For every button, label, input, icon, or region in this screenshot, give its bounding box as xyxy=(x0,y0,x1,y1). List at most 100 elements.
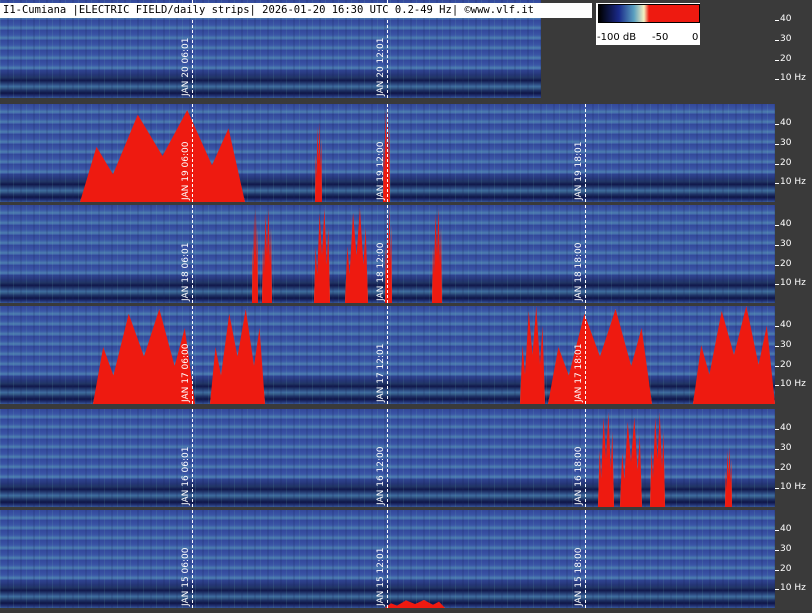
freq-tick-label: 20 xyxy=(780,158,792,168)
tick-mark xyxy=(775,144,779,145)
time-label: JAN 17 18:01 xyxy=(574,343,584,403)
colorbar-label: -50 xyxy=(652,32,669,43)
tick-mark xyxy=(775,164,779,165)
freq-tick-label: 30 xyxy=(780,34,792,44)
time-label: JAN 18 12:00 xyxy=(376,242,386,302)
tick-mark xyxy=(775,60,779,61)
time-marker xyxy=(192,306,193,404)
tick-mark xyxy=(775,326,779,327)
time-marker xyxy=(585,409,586,507)
tick-mark xyxy=(775,589,779,590)
header-title: I1-Cumiana |ELECTRIC FIELD/daily strips|… xyxy=(3,4,535,16)
time-label: JAN 16 06:01 xyxy=(181,446,191,506)
freq-tick-label: 40 xyxy=(780,219,792,229)
burst xyxy=(315,122,322,202)
freq-tick-label: 30 xyxy=(780,443,792,453)
freq-tick-label: 10 Hz xyxy=(780,177,806,187)
burst xyxy=(385,600,445,608)
freq-tick-label: 10 Hz xyxy=(780,278,806,288)
freq-tick-label: 20 xyxy=(780,463,792,473)
freq-tick-label: 30 xyxy=(780,340,792,350)
time-label: JAN 18 06:01 xyxy=(181,242,191,302)
time-marker xyxy=(192,409,193,507)
time-marker xyxy=(387,205,388,303)
tick-mark xyxy=(775,20,779,21)
time-label: JAN 20 12:01 xyxy=(376,37,386,97)
tick-mark xyxy=(775,79,779,80)
tick-mark xyxy=(775,40,779,41)
strip: JAN 17 06:00 JAN 17 12:01 JAN 17 18:01 xyxy=(0,306,775,404)
time-marker xyxy=(192,205,193,303)
freq-axis: 40 30 20 10 Hz xyxy=(775,205,812,303)
burst xyxy=(383,104,390,202)
colorbar-label: 0 xyxy=(692,32,699,43)
freq-axis: 40 30 20 10 Hz xyxy=(775,104,812,202)
tick-mark xyxy=(775,449,779,450)
freq-tick-label: 10 Hz xyxy=(780,379,806,389)
freq-axis: 40 30 20 10 Hz xyxy=(775,510,812,608)
time-label: JAN 19 06:00 xyxy=(181,141,191,201)
freq-tick-label: 10 Hz xyxy=(780,482,806,492)
freq-axis: 40 30 20 10 Hz xyxy=(775,409,812,507)
strip: JAN 16 06:01 JAN 16 12:00 JAN 16 18:00 xyxy=(0,409,775,507)
freq-axis: 40 30 20 10 Hz xyxy=(775,0,812,98)
colorbar-box: -100 dB -50 0 xyxy=(596,3,700,45)
time-label: JAN 17 06:00 xyxy=(181,343,191,403)
tick-mark xyxy=(775,429,779,430)
colorbar-label: -100 dB xyxy=(597,32,637,43)
time-marker xyxy=(387,306,388,404)
time-label: JAN 17 12:01 xyxy=(376,343,386,403)
strip: JAN 19 06:00 JAN 19 12:00 JAN 19 18:01 xyxy=(0,104,775,202)
tick-mark xyxy=(775,284,779,285)
time-label: JAN 15 06:00 xyxy=(181,547,191,607)
tick-mark xyxy=(775,550,779,551)
freq-tick-label: 20 xyxy=(780,54,792,64)
time-label: JAN 19 12:00 xyxy=(376,141,386,201)
burst xyxy=(432,208,442,303)
time-marker xyxy=(192,510,193,608)
freq-tick-label: 30 xyxy=(780,239,792,249)
freq-tick-label: 20 xyxy=(780,259,792,269)
burst xyxy=(725,447,732,507)
freq-tick-label: 10 Hz xyxy=(780,583,806,593)
colorbar xyxy=(598,4,700,23)
time-marker xyxy=(387,104,388,202)
tick-mark xyxy=(775,346,779,347)
freq-tick-label: 10 Hz xyxy=(780,73,806,83)
time-label: JAN 15 12:01 xyxy=(376,547,386,607)
freq-tick-label: 30 xyxy=(780,138,792,148)
burst xyxy=(385,205,392,303)
freq-tick-label: 40 xyxy=(780,524,792,534)
freq-tick-label: 30 xyxy=(780,544,792,554)
time-marker xyxy=(387,510,388,608)
time-label: JAN 16 18:00 xyxy=(574,446,584,506)
freq-tick-label: 20 xyxy=(780,360,792,370)
tick-mark xyxy=(775,265,779,266)
freq-tick-label: 40 xyxy=(780,14,792,24)
tick-mark xyxy=(775,225,779,226)
time-label: JAN 15 18:00 xyxy=(574,547,584,607)
tick-mark xyxy=(775,366,779,367)
tick-mark xyxy=(775,124,779,125)
tick-mark xyxy=(775,469,779,470)
burst xyxy=(262,208,272,303)
time-marker xyxy=(585,205,586,303)
time-marker xyxy=(585,510,586,608)
strip: JAN 18 06:01 JAN 18 12:00 JAN 18 18:00 xyxy=(0,205,775,303)
time-marker xyxy=(387,409,388,507)
time-label: JAN 19 18:01 xyxy=(574,141,584,201)
header-box: I1-Cumiana |ELECTRIC FIELD/daily strips|… xyxy=(0,3,592,18)
tick-mark xyxy=(775,385,779,386)
tick-mark xyxy=(775,570,779,571)
time-marker xyxy=(192,0,193,98)
tick-mark xyxy=(775,245,779,246)
time-marker xyxy=(387,0,388,98)
time-label: JAN 20 06:01 xyxy=(181,37,191,97)
tick-mark xyxy=(775,488,779,489)
tick-mark xyxy=(775,183,779,184)
freq-tick-label: 40 xyxy=(780,320,792,330)
time-label: JAN 18 18:00 xyxy=(574,242,584,302)
time-marker xyxy=(585,104,586,202)
time-marker xyxy=(585,306,586,404)
tick-mark xyxy=(775,530,779,531)
